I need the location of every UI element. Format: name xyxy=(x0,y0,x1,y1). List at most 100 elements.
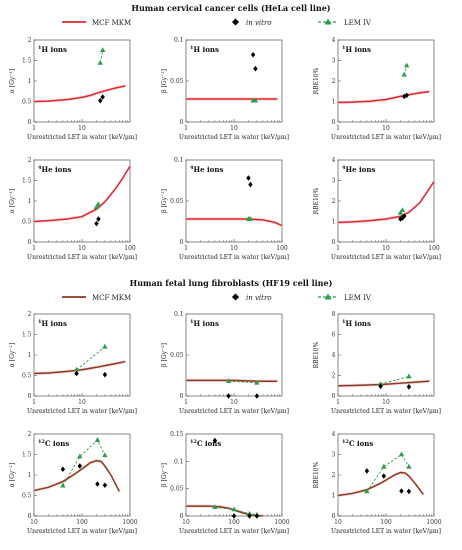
ion-mass: 1 xyxy=(38,45,41,51)
ion-symbol: He ions xyxy=(41,165,71,174)
panel-6: 1 10 0 0.5 1 1.5 2 Unrestricted LET in water [k… xyxy=(9,311,137,415)
invitro-point xyxy=(400,215,405,221)
lem-point xyxy=(231,506,237,512)
mkm-band xyxy=(338,90,430,105)
invitro-point xyxy=(247,513,252,519)
ion-symbol: H ions xyxy=(193,45,218,54)
x-tick-label: 10 xyxy=(30,519,38,526)
x-tick-label: 100 xyxy=(228,519,240,526)
x-axis-label: Unrestricted LET in water [keV/μm] xyxy=(27,408,137,415)
legend-invitro-label-hf19: in vitro xyxy=(246,294,272,302)
mkm-curve xyxy=(33,360,126,375)
lem-point xyxy=(404,62,410,68)
invitro-point xyxy=(212,437,218,444)
lem-point xyxy=(93,204,100,209)
lem-point xyxy=(247,216,254,221)
y-tick-label: 0 xyxy=(28,239,32,246)
mkm-curve xyxy=(337,90,430,104)
ion-symbol: H ions xyxy=(345,319,370,328)
panel-3: 1 10 100 0 0.5 1 1.5 2 Unrestricted LET in water… xyxy=(9,157,137,261)
invitro-point xyxy=(98,97,103,104)
y-tick-label: 4 xyxy=(332,431,336,438)
mkm-band xyxy=(338,470,424,498)
y-axis-label: α [Gy⁻¹] xyxy=(9,463,16,487)
x-axis-label: Unrestricted LET in water [keV/μm] xyxy=(27,528,137,535)
ion-label: 4He ions xyxy=(190,165,223,174)
ion-mass: 4 xyxy=(38,165,42,171)
y-tick-label: 0 xyxy=(28,393,32,400)
mkm-curve xyxy=(33,459,121,492)
y-tick-label: 0 xyxy=(332,393,336,400)
ion-symbol: H ions xyxy=(193,319,218,328)
lem-point xyxy=(406,373,412,379)
invitro-point xyxy=(231,513,237,519)
x-tick-label: 10 xyxy=(334,519,342,526)
ion-symbol: H ions xyxy=(41,319,66,328)
x-axis-label: Unrestricted LET in water [keV/μm] xyxy=(179,528,289,535)
lem-point xyxy=(94,437,101,442)
x-axis-label: Unrestricted LET in water [keV/μm] xyxy=(179,408,289,415)
y-axis-label: β [Gy⁻²] xyxy=(161,463,168,487)
ion-symbol: He ions xyxy=(345,165,375,174)
section-title-hf19: Human fetal lung fibroblasts (HF19 cell … xyxy=(130,278,333,288)
invitro-point xyxy=(399,488,404,494)
invitro-point xyxy=(226,393,231,399)
x-tick-label: 10 xyxy=(230,245,238,252)
x-tick-label: 100 xyxy=(380,519,392,526)
lem-point xyxy=(254,379,260,385)
invitro-point xyxy=(60,466,66,473)
lem-point xyxy=(100,47,106,53)
legend-invitro-label-hela: in vitro xyxy=(246,19,272,27)
ion-symbol: C ions xyxy=(45,439,69,448)
y-axis-label: RBE10% xyxy=(313,461,320,488)
x-tick-label: 10 xyxy=(78,399,86,406)
panel-0: 1 10 0 0.5 1 1.5 2 Unrestricted LET in water [k… xyxy=(9,37,137,141)
lem-point xyxy=(364,488,370,494)
x-tick-label: 1000 xyxy=(274,519,289,526)
invitro-point xyxy=(95,481,100,487)
ion-label: 12C ions xyxy=(342,439,373,448)
lem-line xyxy=(228,380,257,384)
y-tick-label: 0 xyxy=(180,393,184,400)
panel-8: 1 10 0 2 4 6 8 Unrestricted LET in water [keV/μ… xyxy=(313,311,441,415)
y-tick-label: 0 xyxy=(180,513,184,520)
lem-point xyxy=(60,482,66,488)
y-tick-label: 0 xyxy=(180,239,184,246)
y-tick-label: 0.5 xyxy=(22,219,32,226)
ion-mass: 1 xyxy=(38,319,41,325)
invitro-point xyxy=(246,175,251,181)
invitro-point xyxy=(94,220,99,227)
y-tick-label: 2 xyxy=(332,472,336,479)
lem-point xyxy=(225,378,232,384)
lem-point xyxy=(212,504,218,510)
ion-mass: 1 xyxy=(190,45,193,51)
y-tick-label: 0 xyxy=(28,119,32,126)
invitro-point xyxy=(96,216,101,222)
x-axis-label: Unrestricted LET in water [keV/μm] xyxy=(179,134,289,141)
invitro-point xyxy=(248,181,253,188)
invitro-point xyxy=(406,488,412,495)
mkm-curve xyxy=(337,380,430,387)
mkm-band xyxy=(34,359,126,376)
legend-lem-label-hf19: LEM IV xyxy=(344,294,372,302)
ion-label: 1H ions xyxy=(190,45,219,54)
y-tick-label: 0 xyxy=(332,119,336,126)
ion-symbol: C ions xyxy=(197,439,221,448)
legend-hf19: MCF MKM in vitro LEM IV xyxy=(62,293,372,302)
y-tick-label: 1 xyxy=(332,493,336,500)
y-tick-label: 2 xyxy=(332,198,336,205)
y-tick-label: 1 xyxy=(28,352,32,359)
y-tick-label: 6 xyxy=(332,332,336,339)
panel-10: 10 100 1000 0 0.05 0.1 0.15 Unrestricted LET in… xyxy=(161,431,290,535)
lem-point xyxy=(97,59,103,65)
legend-invitro-swatch-hela xyxy=(231,18,240,26)
x-tick-label: 10 xyxy=(78,125,86,132)
y-tick-label: 1.5 xyxy=(22,58,32,65)
ion-label: 12C ions xyxy=(38,439,69,448)
x-axis-label: Unrestricted LET in water [keV/μm] xyxy=(179,254,289,261)
y-axis-label: RBE10% xyxy=(313,341,320,368)
lem-line xyxy=(380,376,410,385)
